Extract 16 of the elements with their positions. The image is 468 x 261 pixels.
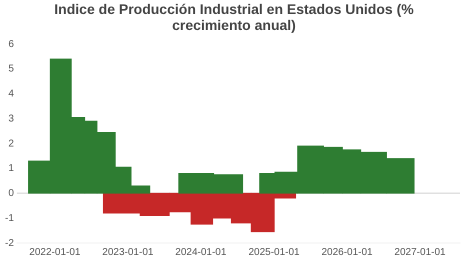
y-tick-label: 0 bbox=[8, 188, 14, 199]
y-tick-label: 5 bbox=[8, 64, 14, 75]
x-tick-label: 2024-01-01 bbox=[175, 246, 227, 258]
x-tick-label: 2022-01-01 bbox=[29, 246, 81, 258]
chart-title: Indice de Producción Industrial en Estados Unidos (% crecimiento anual) bbox=[54, 1, 414, 35]
y-tick-label: 6 bbox=[8, 38, 14, 50]
x-tick-label: 2026-01-01 bbox=[321, 246, 374, 258]
y-tick-label: 1 bbox=[8, 163, 14, 174]
x-tick-label: 2027-01-01 bbox=[394, 246, 446, 258]
y-tick-label: -1 bbox=[4, 212, 14, 224]
y-tick-label: 4 bbox=[8, 88, 14, 100]
x-tick-label: 2025-01-01 bbox=[248, 246, 300, 258]
y-tick-label: -2 bbox=[4, 238, 14, 249]
y-tick-label: 3 bbox=[8, 113, 14, 124]
y-tick-label: 2 bbox=[8, 138, 14, 150]
x-tick-label: 2023-01-01 bbox=[102, 246, 154, 258]
